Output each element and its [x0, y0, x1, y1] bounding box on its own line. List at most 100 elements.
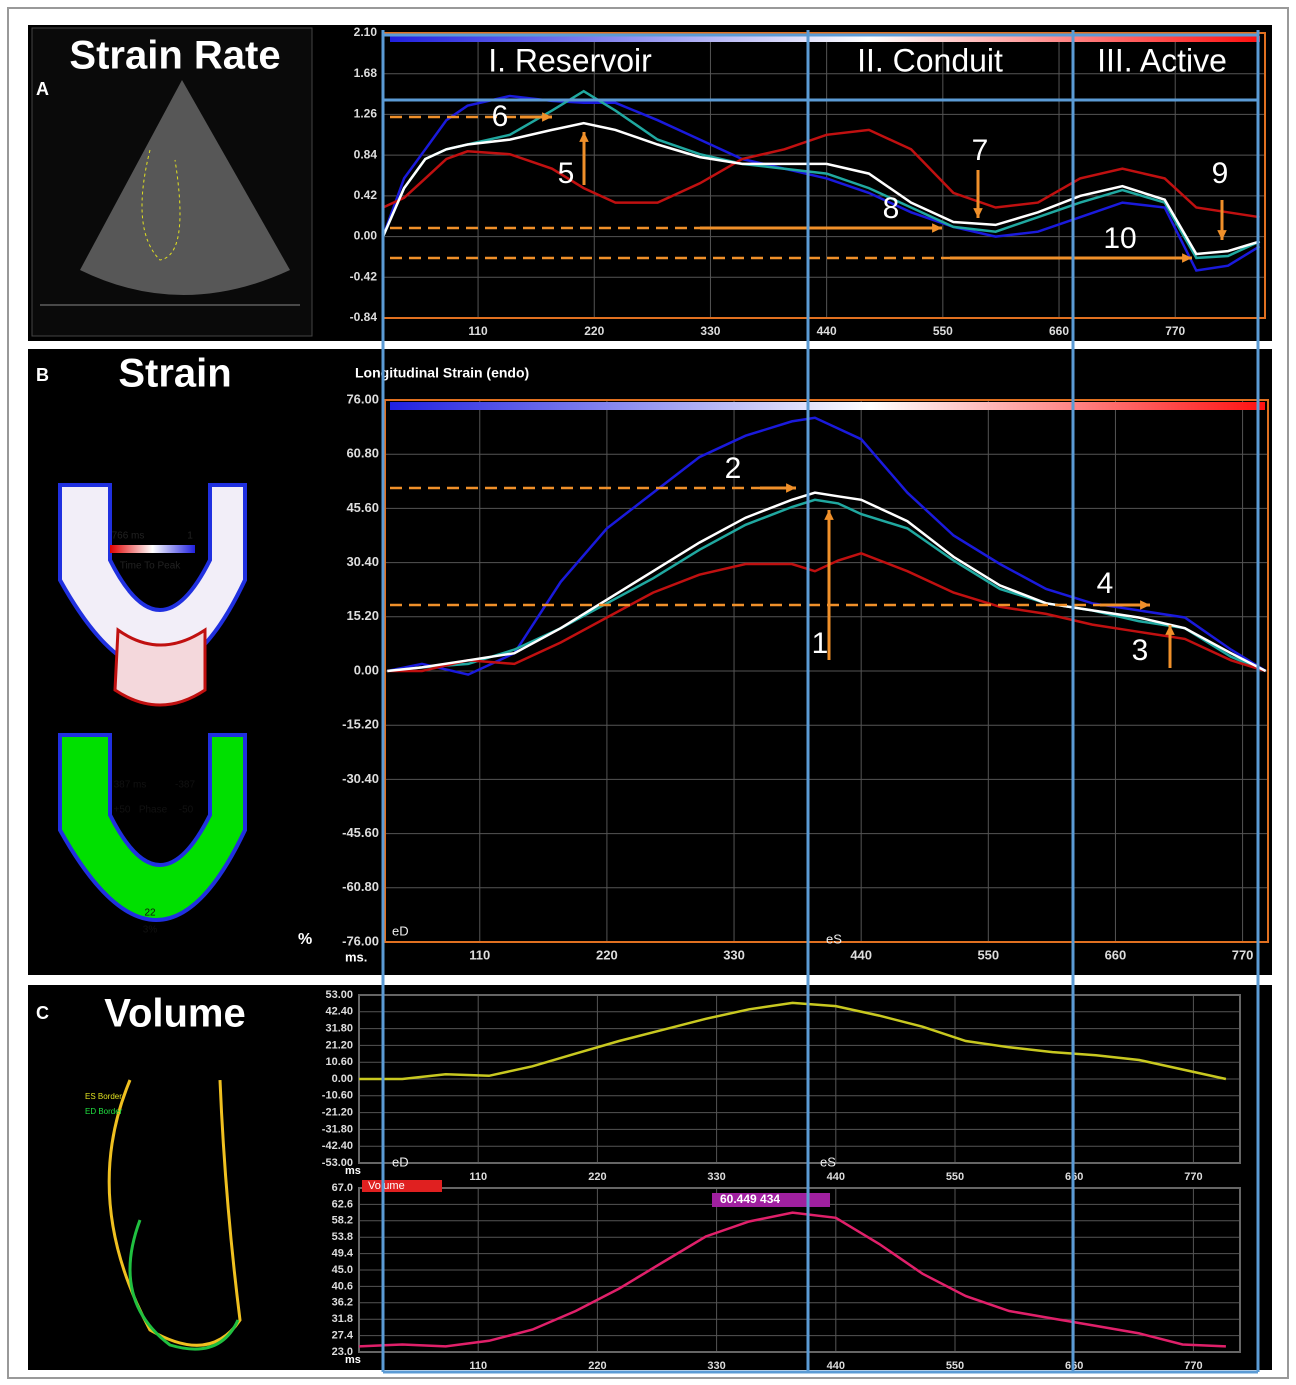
x-tick-label: 110 — [469, 1171, 487, 1183]
x-axis-label: ms — [345, 1354, 361, 1366]
y-tick-label: 60.80 — [346, 446, 379, 461]
x-tick-label: 660 — [1105, 947, 1127, 962]
y-tick-label: 31.80 — [325, 1023, 353, 1035]
annotation: 6 — [492, 100, 509, 133]
x-tick-label: 770 — [1184, 1171, 1202, 1183]
annotation: 9 — [1212, 157, 1229, 190]
y-tick-label: -15.20 — [342, 717, 379, 732]
inset-label: 766 ms — [112, 531, 145, 542]
x-tick-label: 220 — [584, 324, 604, 338]
annotation: 10 — [1103, 222, 1136, 255]
panel-letter: B — [36, 365, 49, 385]
annotation: 8 — [883, 192, 900, 225]
y-tick-label: 40.6 — [332, 1280, 353, 1292]
x-tick-label: 770 — [1165, 324, 1185, 338]
phase-label: III. Active — [1097, 42, 1227, 78]
time-bar — [390, 36, 1260, 42]
inset-label: -50 — [179, 805, 194, 816]
y-tick-label: -10.60 — [322, 1090, 353, 1102]
event-marker: eS — [820, 1154, 836, 1169]
x-tick-label: 550 — [946, 1171, 964, 1183]
y-tick-label: 31.8 — [332, 1313, 353, 1325]
inset-label: -387 — [175, 780, 195, 791]
x-tick-label: 330 — [700, 324, 720, 338]
y-tick-label: 53.8 — [332, 1231, 353, 1243]
y-tick-label: -45.60 — [342, 825, 379, 840]
volume-tag: Volume — [368, 1180, 405, 1192]
y-tick-label: -76.00 — [342, 933, 379, 948]
y-tick-label: 15.20 — [346, 608, 379, 623]
y-tick-label: 2.10 — [354, 25, 378, 39]
y-tick-label: -31.80 — [322, 1123, 353, 1135]
y-tick-label: 1.26 — [354, 107, 378, 121]
y-tick-label: 0.00 — [354, 229, 378, 243]
y-tick-label: 1.68 — [354, 66, 378, 80]
event-marker: eS — [826, 931, 842, 946]
x-tick-label: 440 — [850, 947, 872, 962]
x-tick-label: 770 — [1232, 947, 1254, 962]
time-bar — [390, 402, 1265, 410]
x-tick-label: 110 — [469, 947, 490, 962]
inset-label: 3% — [143, 925, 158, 936]
color-bar — [110, 545, 195, 553]
y-tick-label: 42.40 — [325, 1006, 353, 1018]
x-tick-label: 330 — [707, 1171, 725, 1183]
y-tick-label: 53.00 — [325, 989, 353, 1001]
chart-subtitle: Longitudinal Strain (endo) — [355, 365, 529, 381]
x-tick-label: 110 — [469, 1360, 487, 1372]
annotation: 1 — [812, 627, 829, 660]
y-tick-label: -30.40 — [342, 771, 379, 786]
event-marker: eD — [392, 1154, 409, 1169]
x-axis-label: ms. — [345, 949, 367, 964]
y-tick-label: 36.2 — [332, 1297, 353, 1309]
inset-label: ES Border — [85, 1092, 122, 1101]
event-marker: eD — [392, 923, 409, 938]
y-tick-label: 49.4 — [332, 1248, 354, 1260]
inset-label: 387 ms — [114, 780, 147, 791]
panel-title: Volume — [104, 992, 246, 1036]
panel-title: Strain Rate — [69, 34, 280, 78]
y-tick-label: 62.6 — [332, 1198, 353, 1210]
x-axis-label: ms — [345, 1165, 361, 1177]
y-tick-label: 0.42 — [354, 188, 378, 202]
annotation: 7 — [972, 134, 989, 167]
y-tick-label: -21.20 — [322, 1107, 353, 1119]
x-tick-label: 550 — [977, 947, 999, 962]
inset-label: 22 — [144, 908, 156, 919]
annotation: 3 — [1132, 634, 1149, 667]
y-tick-label: 27.4 — [332, 1330, 354, 1342]
y-tick-label: 0.00 — [354, 662, 379, 677]
y-tick-label: 0.00 — [332, 1073, 353, 1085]
y-tick-label: 30.40 — [346, 554, 379, 569]
y-tick-label: 67.0 — [332, 1182, 353, 1194]
x-tick-label: 330 — [723, 947, 745, 962]
x-tick-label: 330 — [707, 1360, 725, 1372]
panel-title: Strain — [118, 352, 231, 396]
inset-label: ED Border — [85, 1107, 123, 1116]
inset-label: 1 — [187, 531, 193, 542]
y-tick-label: -0.84 — [350, 310, 378, 324]
x-tick-label: 550 — [946, 1360, 964, 1372]
y-tick-label: 58.2 — [332, 1215, 353, 1227]
y-tick-label: 76.00 — [346, 391, 379, 406]
y-tick-label: 45.0 — [332, 1264, 353, 1276]
x-tick-label: 660 — [1049, 324, 1069, 338]
y-tick-label: 0.84 — [354, 147, 378, 161]
figure: -0.84-0.420.000.420.841.261.682.10110220… — [0, 0, 1296, 1385]
panel-letter: C — [36, 1003, 49, 1023]
x-tick-label: 770 — [1184, 1360, 1202, 1372]
y-tick-label: 45.60 — [346, 500, 379, 515]
value-tag: 60.449 434 — [720, 1192, 780, 1206]
x-tick-label: 440 — [827, 1360, 845, 1372]
annotation: 2 — [725, 452, 742, 485]
y-tick-label: -42.40 — [322, 1140, 353, 1152]
inset-label: +50 — [114, 805, 131, 816]
x-tick-label: 550 — [933, 324, 953, 338]
x-tick-label: 110 — [468, 324, 488, 338]
y-tick-label: 21.20 — [325, 1039, 353, 1051]
y-tick-label: -60.80 — [342, 879, 379, 894]
inset-label: Phase — [139, 805, 168, 816]
inset-label: Time To Peak — [120, 561, 182, 572]
y-tick-label: -0.42 — [350, 269, 378, 283]
annotation: 5 — [558, 157, 575, 190]
